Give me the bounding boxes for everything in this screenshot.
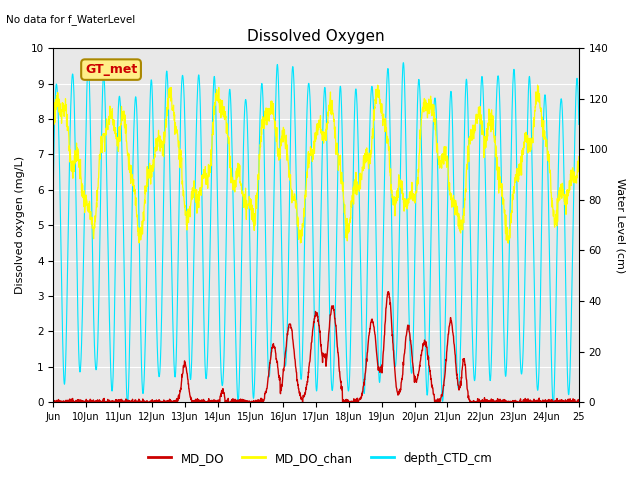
Y-axis label: Water Level (cm): Water Level (cm) xyxy=(615,178,625,273)
Text: GT_met: GT_met xyxy=(85,63,137,76)
Legend: MD_DO, MD_DO_chan, depth_CTD_cm: MD_DO, MD_DO_chan, depth_CTD_cm xyxy=(143,447,497,469)
Text: No data for f_WaterLevel: No data for f_WaterLevel xyxy=(6,14,136,25)
Title: Dissolved Oxygen: Dissolved Oxygen xyxy=(247,29,385,44)
Y-axis label: Dissolved oxygen (mg/L): Dissolved oxygen (mg/L) xyxy=(15,156,25,294)
